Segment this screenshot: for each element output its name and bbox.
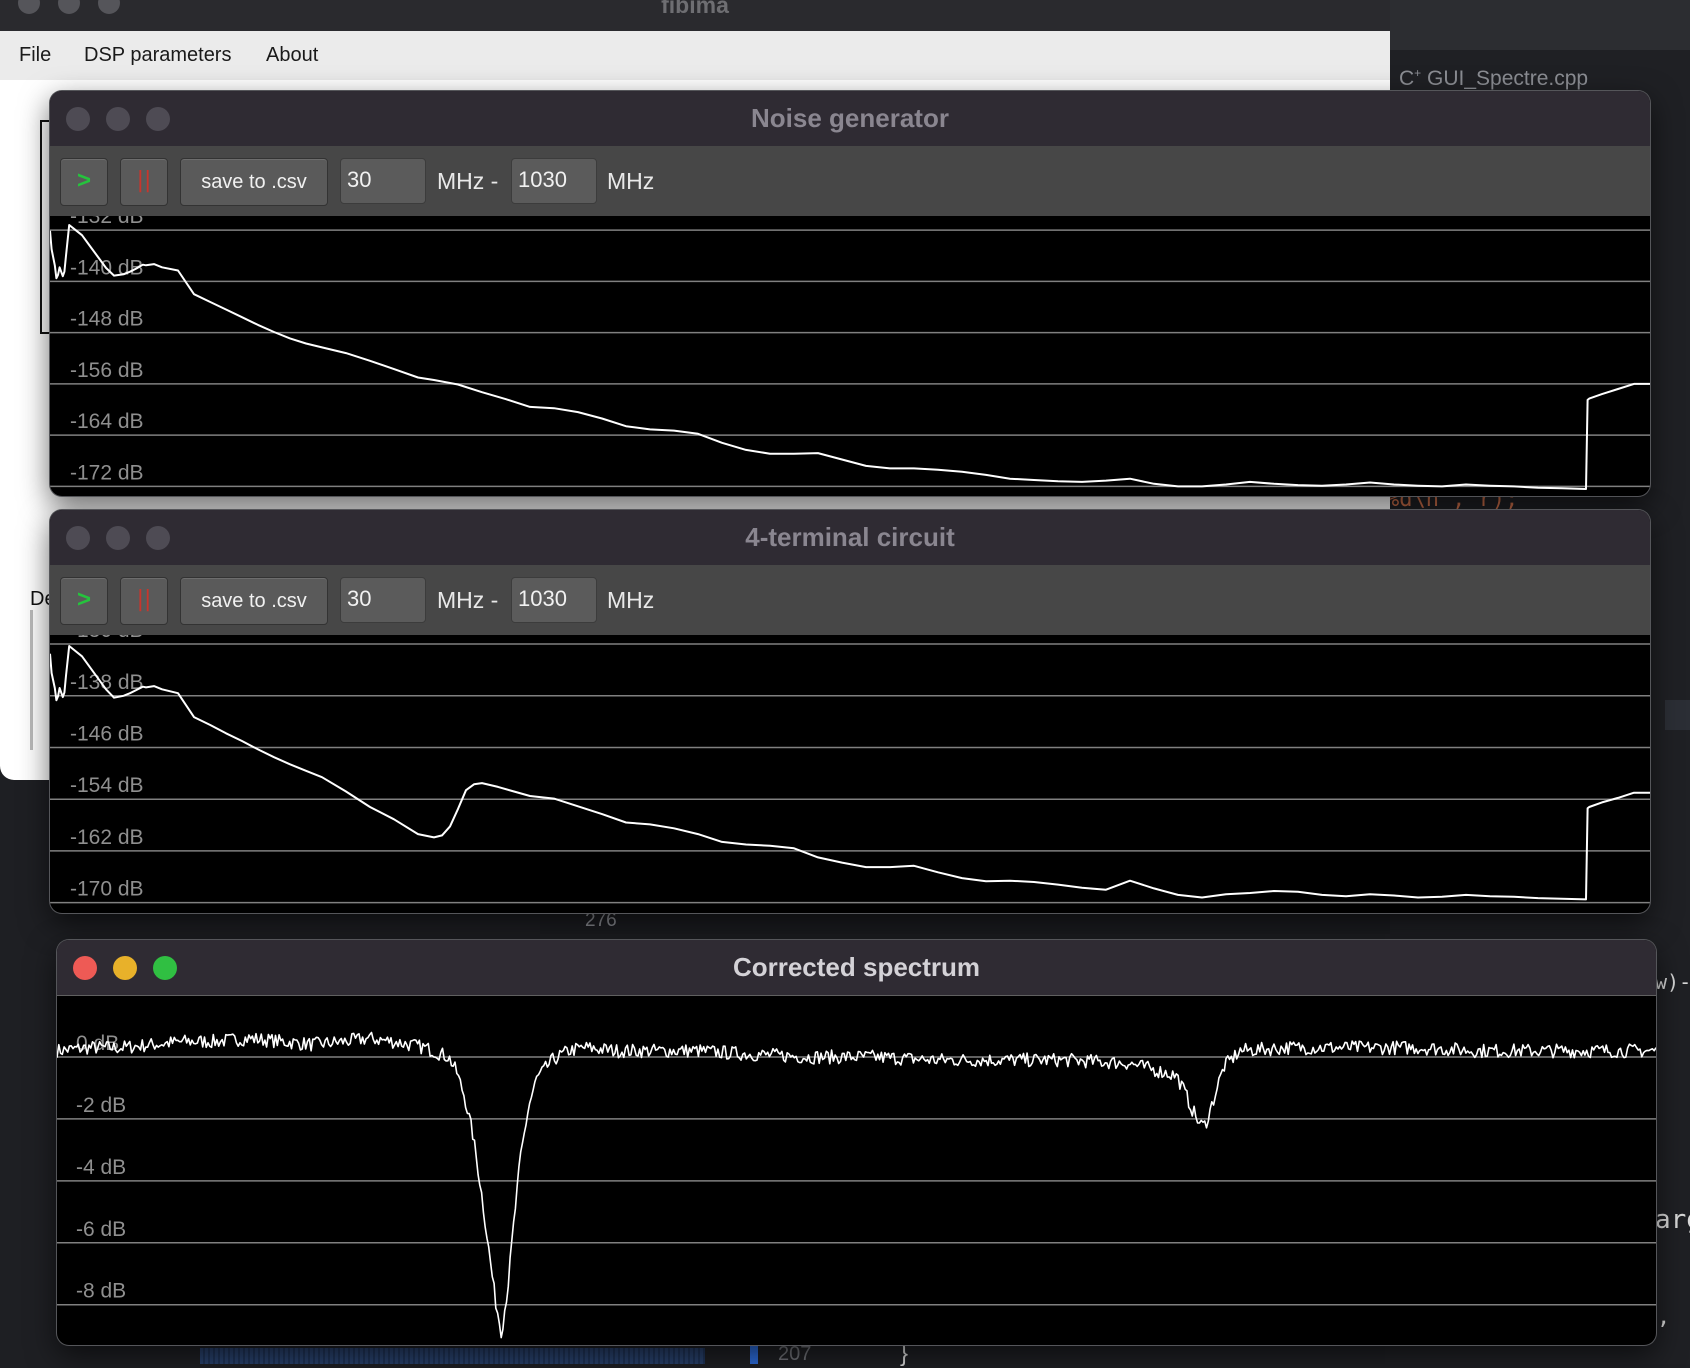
code-fragment-arg: arg <box>1655 1205 1690 1235</box>
start-frequency-input[interactable]: 30 <box>340 577 426 623</box>
y-tick-label: -162 dB <box>70 826 144 849</box>
noise-generator-window: Noise generator > || save to .csv 30 MHz… <box>50 91 1650 496</box>
code-fragment-w: w)- <box>1655 970 1690 994</box>
y-tick-label: -130 dB <box>70 635 144 642</box>
start-frequency-input[interactable]: 30 <box>340 158 426 204</box>
background-panel-strip <box>540 910 1390 934</box>
spectrum-trace <box>57 1033 1656 1338</box>
window-titlebar: Noise generator <box>50 91 1650 146</box>
four-terminal-circuit-chart: -130 dB-138 dB-146 dB-154 dB-162 dB-170 … <box>50 635 1650 913</box>
menu-bar: File DSP parameters About <box>0 31 1390 80</box>
window-title: Noise generator <box>50 103 1650 134</box>
unit-label-end: MHz <box>607 587 654 614</box>
y-tick-label: -154 dB <box>70 774 144 797</box>
y-tick-label: -156 dB <box>70 359 144 382</box>
four-terminal-circuit-window: 4-terminal circuit > || save to .csv 30 … <box>50 510 1650 913</box>
unit-label-end: MHz <box>607 168 654 195</box>
breakpoint-marker <box>750 1346 758 1364</box>
pause-button[interactable]: || <box>120 158 168 206</box>
background-divider <box>30 610 33 750</box>
spectrum-plot: -130 dB-138 dB-146 dB-154 dB-162 dB-170 … <box>50 635 1650 913</box>
end-frequency-input[interactable]: 1030 <box>511 158 597 204</box>
y-tick-label: -146 dB <box>70 722 144 745</box>
spectrum-plot: 2 dB0 dB-2 dB-4 dB-6 dB-8 dB <box>57 995 1656 1345</box>
y-tick-label: -164 dB <box>70 410 144 433</box>
spectrum-plot: -132 dB -140 dB -148 dB -156 dB -164 dB -172 … <box>50 216 1650 496</box>
pause-button[interactable]: || <box>120 577 168 625</box>
editor-tab-label: GUI_Spectre.cpp <box>1427 67 1588 90</box>
editor-tab[interactable]: C+ GUI_Spectre.cpp <box>1399 66 1588 91</box>
line-number-207: 207 <box>778 1343 811 1366</box>
spectrum-trace <box>50 225 1650 489</box>
corrected-spectrum-window: Corrected spectrum 2 dB0 dB-2 dB-4 dB-6 … <box>57 940 1656 1345</box>
line-number-276: 276 <box>585 910 617 932</box>
y-tick-label: -2 dB <box>76 1094 126 1117</box>
cpp-file-icon: C+ <box>1399 67 1421 90</box>
window-titlebar: Corrected spectrum <box>57 940 1656 995</box>
main-window-title: fibima <box>0 0 1390 19</box>
spectrum-toolbar: > || save to .csv 30 MHz - 1030 MHz <box>50 146 1650 216</box>
menu-file[interactable]: File <box>19 44 51 67</box>
code-fragment-comma: , <box>1657 1305 1670 1330</box>
spectrum-toolbar: > || save to .csv 30 MHz - 1030 MHz <box>50 565 1650 635</box>
end-frequency-input[interactable]: 1030 <box>511 577 597 623</box>
y-tick-label: -4 dB <box>76 1156 126 1179</box>
y-tick-label: -132 dB <box>70 216 144 228</box>
window-titlebar: 4-terminal circuit <box>50 510 1650 565</box>
main-titlebar: fibima <box>0 0 1390 31</box>
spectrum-trace <box>50 646 1650 899</box>
play-button[interactable]: > <box>60 158 108 206</box>
y-tick-label: -170 dB <box>70 878 144 901</box>
y-tick-label: -148 dB <box>70 308 144 331</box>
y-tick-label: -8 dB <box>76 1280 126 1303</box>
y-tick-label: 0 dB <box>76 1032 119 1055</box>
unit-label-start: MHz - <box>437 587 498 614</box>
corrected-spectrum-chart: 2 dB0 dB-2 dB-4 dB-6 dB-8 dB <box>57 995 1656 1345</box>
menu-about[interactable]: About <box>266 44 318 67</box>
editor-line-highlight <box>1665 700 1690 730</box>
background-progress-strip <box>200 1348 705 1364</box>
play-button[interactable]: > <box>60 577 108 625</box>
window-title: 4-terminal circuit <box>50 522 1650 553</box>
editor-toolbar <box>1385 0 1690 50</box>
window-title: Corrected spectrum <box>57 952 1656 983</box>
y-tick-label: -172 dB <box>70 461 144 484</box>
noise-generator-chart: -132 dB-140 dB-148 dB-156 dB-164 dB-172 … <box>50 216 1650 496</box>
menu-dsp-parameters[interactable]: DSP parameters <box>84 44 231 67</box>
save-csv-button[interactable]: save to .csv <box>180 577 328 625</box>
unit-label-start: MHz - <box>437 168 498 195</box>
y-tick-label: -6 dB <box>76 1218 126 1241</box>
save-csv-button[interactable]: save to .csv <box>180 158 328 206</box>
